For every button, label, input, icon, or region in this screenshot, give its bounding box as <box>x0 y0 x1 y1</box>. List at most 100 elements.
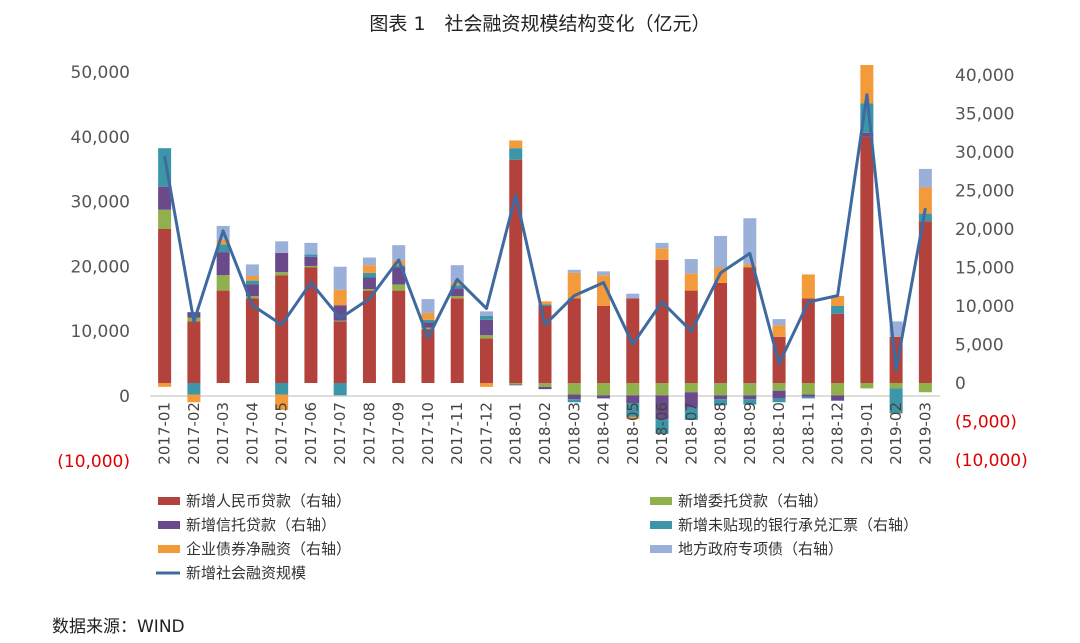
bar-segment <box>772 325 786 337</box>
bar-segment <box>450 285 464 289</box>
bar-segment <box>187 394 201 403</box>
bar-segment <box>831 295 845 306</box>
bar-segment <box>450 298 464 383</box>
bar-segment <box>304 242 318 255</box>
bar-segment <box>567 272 581 299</box>
bar-segment <box>538 301 552 305</box>
bar-segment <box>684 383 698 393</box>
bar-segment <box>421 319 435 323</box>
right-y-axis: 40,000 35,000 30,000 25,000 20,000 15,000 10,0… <box>955 66 1028 471</box>
bar-segment <box>245 280 259 285</box>
x-category-label: 2017-08 <box>360 402 378 465</box>
bar-segment <box>567 298 581 383</box>
right-tick-label: (10,000) <box>955 451 1028 471</box>
bar-segment <box>772 319 786 326</box>
bar-segment <box>158 383 172 387</box>
bar-segment <box>304 254 318 257</box>
bar-segment <box>831 383 845 396</box>
bar-segment <box>479 311 493 317</box>
bar-segment <box>567 269 581 273</box>
bar-segment <box>626 416 640 420</box>
x-category-label: 2017-02 <box>185 402 203 465</box>
bar-segment <box>479 383 493 387</box>
bar-segment <box>216 244 230 253</box>
x-category-label: 2018-09 <box>741 402 759 465</box>
bar-segment <box>479 338 493 383</box>
x-category-label: 2017-06 <box>302 402 320 465</box>
bar-segment <box>597 306 611 383</box>
bar-segment <box>275 394 289 410</box>
legend-label: 企业债券净融资（右轴） <box>186 540 351 558</box>
bar-segment <box>567 399 581 403</box>
bar-segment <box>509 140 523 149</box>
bar-segment <box>743 218 757 265</box>
bar-segment <box>216 239 230 245</box>
legend-label: 新增人民币贷款（右轴） <box>186 492 351 510</box>
bar-segment <box>187 321 201 383</box>
legend-swatch <box>650 521 672 529</box>
bar-segment <box>275 275 289 383</box>
right-tick-label: 0 <box>955 374 966 394</box>
x-category-label: 2018-11 <box>799 402 817 465</box>
bar-segment <box>626 383 640 396</box>
bar-segment <box>509 384 523 386</box>
bar-segment <box>772 398 786 403</box>
legend-swatch <box>650 545 672 553</box>
x-category-label: 2018-01 <box>507 402 525 465</box>
legend-swatch <box>158 545 180 553</box>
bar-segment <box>743 395 757 400</box>
legend-label: 新增社会融资规模 <box>186 564 306 582</box>
bar-segment <box>597 271 611 276</box>
bar-segment <box>450 295 464 299</box>
x-category-label: 2019-01 <box>858 402 876 465</box>
bar-segment <box>216 275 230 291</box>
bar-segment <box>567 383 581 395</box>
bar-segment <box>450 265 464 283</box>
bar-segment <box>304 265 318 268</box>
right-tick-label: 15,000 <box>955 259 1014 279</box>
bar-segment <box>918 213 932 222</box>
bar-segment <box>275 241 289 253</box>
x-category-label: 2017-07 <box>331 402 349 465</box>
bar-segment <box>860 64 874 104</box>
bar-segment <box>860 383 874 389</box>
bar-segment <box>655 395 669 420</box>
bar-segment <box>333 383 347 396</box>
bar-segment <box>509 383 523 385</box>
bar-segment <box>538 304 552 306</box>
legend: 新增人民币贷款（右轴） 新增委托贷款（右轴） 新增信托贷款（右轴） 新增未贴现的银行承… <box>156 492 918 582</box>
line-series-total <box>163 93 927 372</box>
x-category-label: 2017-09 <box>390 402 408 465</box>
bar-segment <box>421 299 435 313</box>
bar-segment <box>889 413 903 414</box>
x-category-label: 2019-03 <box>916 402 934 465</box>
left-y-axis: 50,000 40,000 30,000 20,000 10,000 0 (10,000) <box>57 63 130 472</box>
x-category-label: 2018-08 <box>712 402 730 465</box>
bar-segment <box>801 298 815 383</box>
bar-segment <box>714 282 728 383</box>
x-category-label: 2018-07 <box>682 402 700 465</box>
x-category-label: 2017-05 <box>273 402 291 465</box>
x-category-label: 2017-01 <box>156 402 174 465</box>
bar-segment <box>626 403 640 417</box>
legend-label: 新增信托贷款（右轴） <box>186 516 336 534</box>
bar-segment <box>655 383 669 396</box>
bar-segment <box>831 395 845 401</box>
bar-segment <box>450 282 464 286</box>
bar-segment <box>479 319 493 336</box>
bar-segment <box>860 136 874 383</box>
bar-segment <box>801 274 815 299</box>
bar-segment <box>918 383 932 393</box>
bar-segment <box>538 383 552 387</box>
x-category-label: 2017-04 <box>243 402 261 465</box>
legend-label: 新增委托贷款（右轴） <box>678 492 828 510</box>
right-tick-label: 25,000 <box>955 182 1014 202</box>
bar-segment <box>304 256 318 266</box>
source-note: 数据来源：WIND <box>52 617 185 637</box>
bar-segment <box>655 419 669 434</box>
bar-segment <box>831 313 845 383</box>
bar-segment <box>918 187 932 214</box>
bar-segment <box>421 327 435 330</box>
bar-series-group <box>158 64 932 434</box>
